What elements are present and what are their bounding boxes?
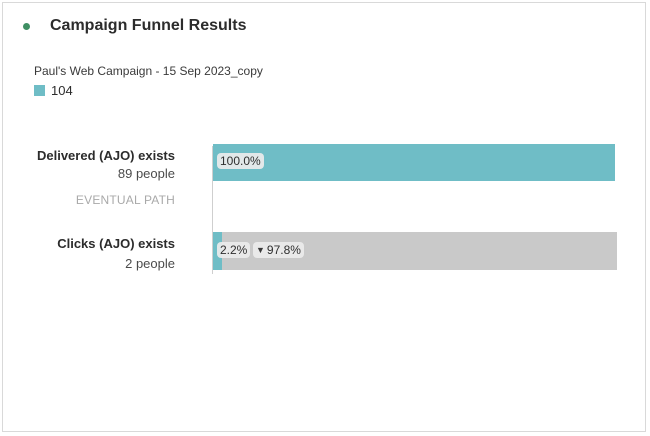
step-2-count: 2 people: [125, 256, 175, 271]
step-1-bar-fill: [213, 144, 615, 181]
step-2-percent-label: 2.2%: [217, 242, 251, 258]
eventual-path-label: EVENTUAL PATH: [75, 193, 175, 207]
step-2-name: Clicks (AJO) exists: [57, 236, 175, 251]
panel-header: Campaign Funnel Results: [23, 17, 246, 35]
status-dot-icon: [23, 22, 30, 30]
step-2-bar[interactable]: 2.2% ▼ 97.8%: [213, 232, 617, 270]
step-1-name: Delivered (AJO) exists: [36, 148, 175, 163]
funnel-axis-line: [212, 146, 213, 274]
legend-swatch-icon: [34, 85, 45, 96]
step-1-bar[interactable]: 100.0%: [213, 144, 615, 181]
step-2-dropoff-value: 97.8%: [266, 243, 301, 257]
step-1-percent-label: 100.0%: [217, 153, 264, 169]
dropoff-down-arrow-icon: ▼: [256, 245, 265, 255]
panel-title: Campaign Funnel Results: [50, 17, 247, 34]
step-2-dropoff-label: ▼ 97.8%: [253, 242, 304, 258]
segment-count: 104: [51, 83, 73, 98]
funnel-panel: Campaign Funnel Results Paul's Web Campa…: [2, 2, 646, 432]
segment-name: Paul's Web Campaign - 15 Sep 2023_copy: [34, 64, 263, 78]
segment-legend[interactable]: 104: [34, 83, 73, 98]
step-1-count: 89 people: [117, 166, 175, 181]
